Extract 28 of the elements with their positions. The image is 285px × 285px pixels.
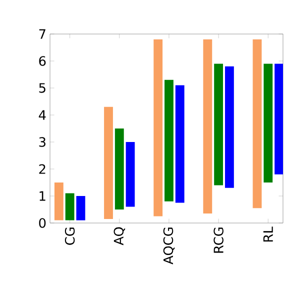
y-tick-label: 1 [40,191,46,201]
bar [252,39,262,208]
bar [126,142,135,207]
bar [214,64,224,186]
y-tick-label: 4 [38,110,46,120]
bar [203,39,212,214]
bar [154,39,163,216]
y-tick-label: 5 [39,83,46,93]
y-tick-label: 6 [39,56,46,66]
x-tick-label: RL [263,226,273,242]
bar [114,128,124,210]
bar [175,85,184,203]
y-tick-label: 3 [39,137,46,147]
bar [54,182,64,220]
bar [164,80,174,202]
y-tick-label: 7 [39,29,46,39]
bar [104,106,113,219]
x-tick-label: AQ [114,227,126,246]
y-tick-label: 0 [39,218,46,228]
bar [76,196,86,220]
bar [65,193,74,220]
bar [224,66,234,188]
x-tick-label: CG [64,228,75,245]
x-tick-label: RCG [214,228,224,253]
y-tick-label: 2 [39,164,46,174]
x-tick-label: AQCG [163,228,175,264]
bar [274,64,283,174]
bar [264,64,273,182]
